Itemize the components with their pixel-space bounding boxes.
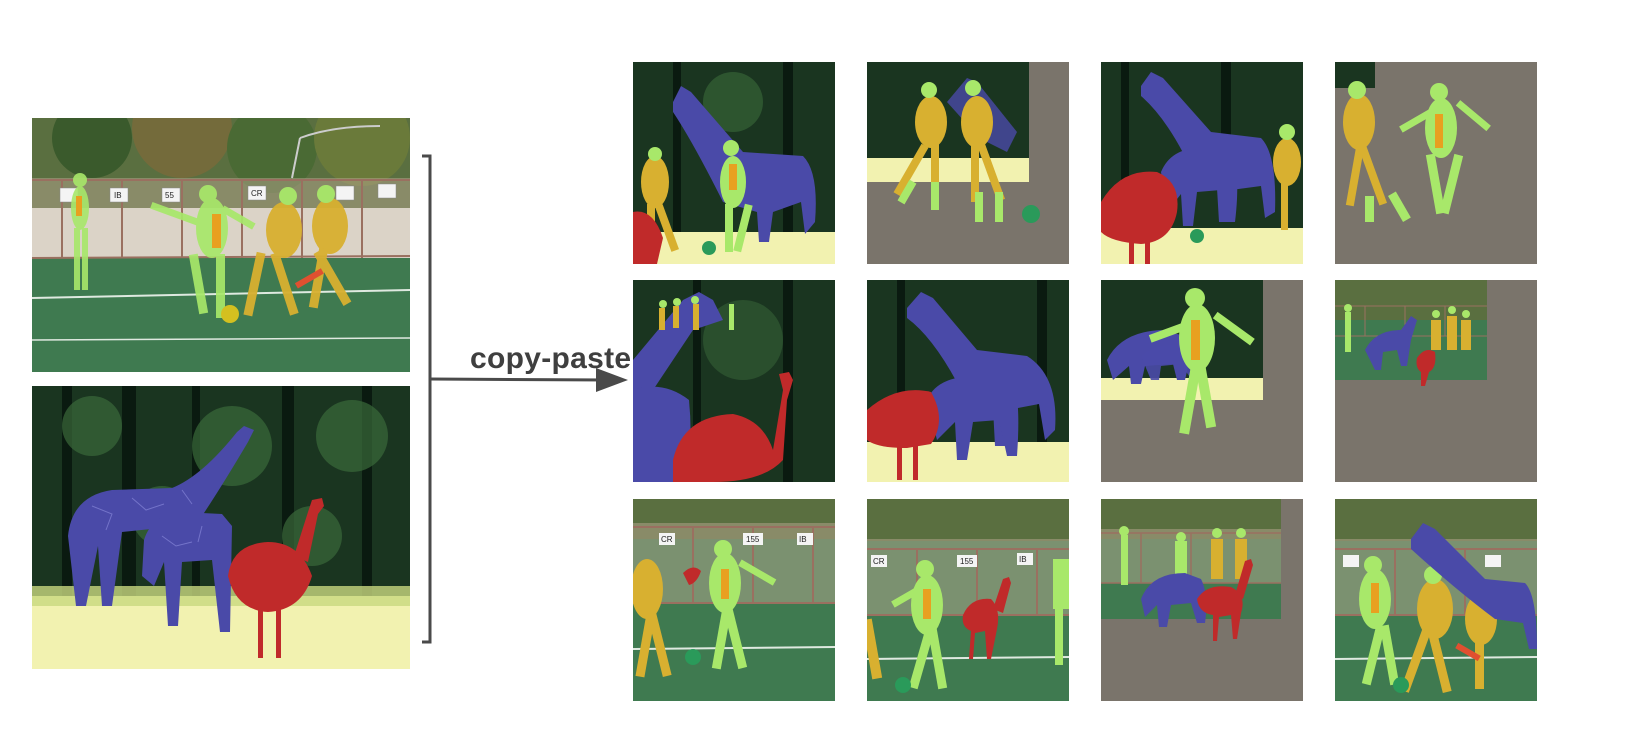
output-thumbnail-12	[1335, 499, 1537, 701]
output-thumbnail-11	[1101, 499, 1303, 701]
sign-label: 55	[165, 191, 174, 200]
output-thumbnail-10: CR 155 IB	[867, 499, 1069, 701]
sign-label: IB	[114, 191, 122, 200]
sign-label: 155	[746, 535, 760, 544]
sign-label: CR	[873, 557, 885, 566]
sign-label: 155	[960, 557, 974, 566]
source-wildlife-image	[32, 386, 410, 669]
output-thumbnail-6	[867, 280, 1069, 482]
arrow-head-icon	[596, 368, 628, 392]
source-soccer-image: IB 55 CR	[32, 118, 410, 372]
output-thumbnail-4	[1335, 62, 1537, 264]
sign-label: CR	[251, 189, 263, 198]
output-thumbnail-9: CR 155 IB	[633, 499, 835, 701]
output-thumbnail-5	[633, 280, 835, 482]
output-thumbnail-3	[1101, 62, 1303, 264]
copy-paste-label: copy-paste	[470, 342, 632, 375]
output-thumbnail-2	[867, 62, 1069, 264]
sign-label: CR	[661, 535, 673, 544]
output-thumbnail-1	[633, 62, 835, 264]
sign-label: IB	[1019, 555, 1027, 564]
output-thumbnail-8	[1335, 280, 1537, 482]
output-thumbnail-7	[1101, 280, 1303, 482]
sign-label: IB	[799, 535, 807, 544]
copy-paste-bracket	[422, 154, 628, 644]
copy-paste-arrow-shaft	[429, 377, 609, 382]
